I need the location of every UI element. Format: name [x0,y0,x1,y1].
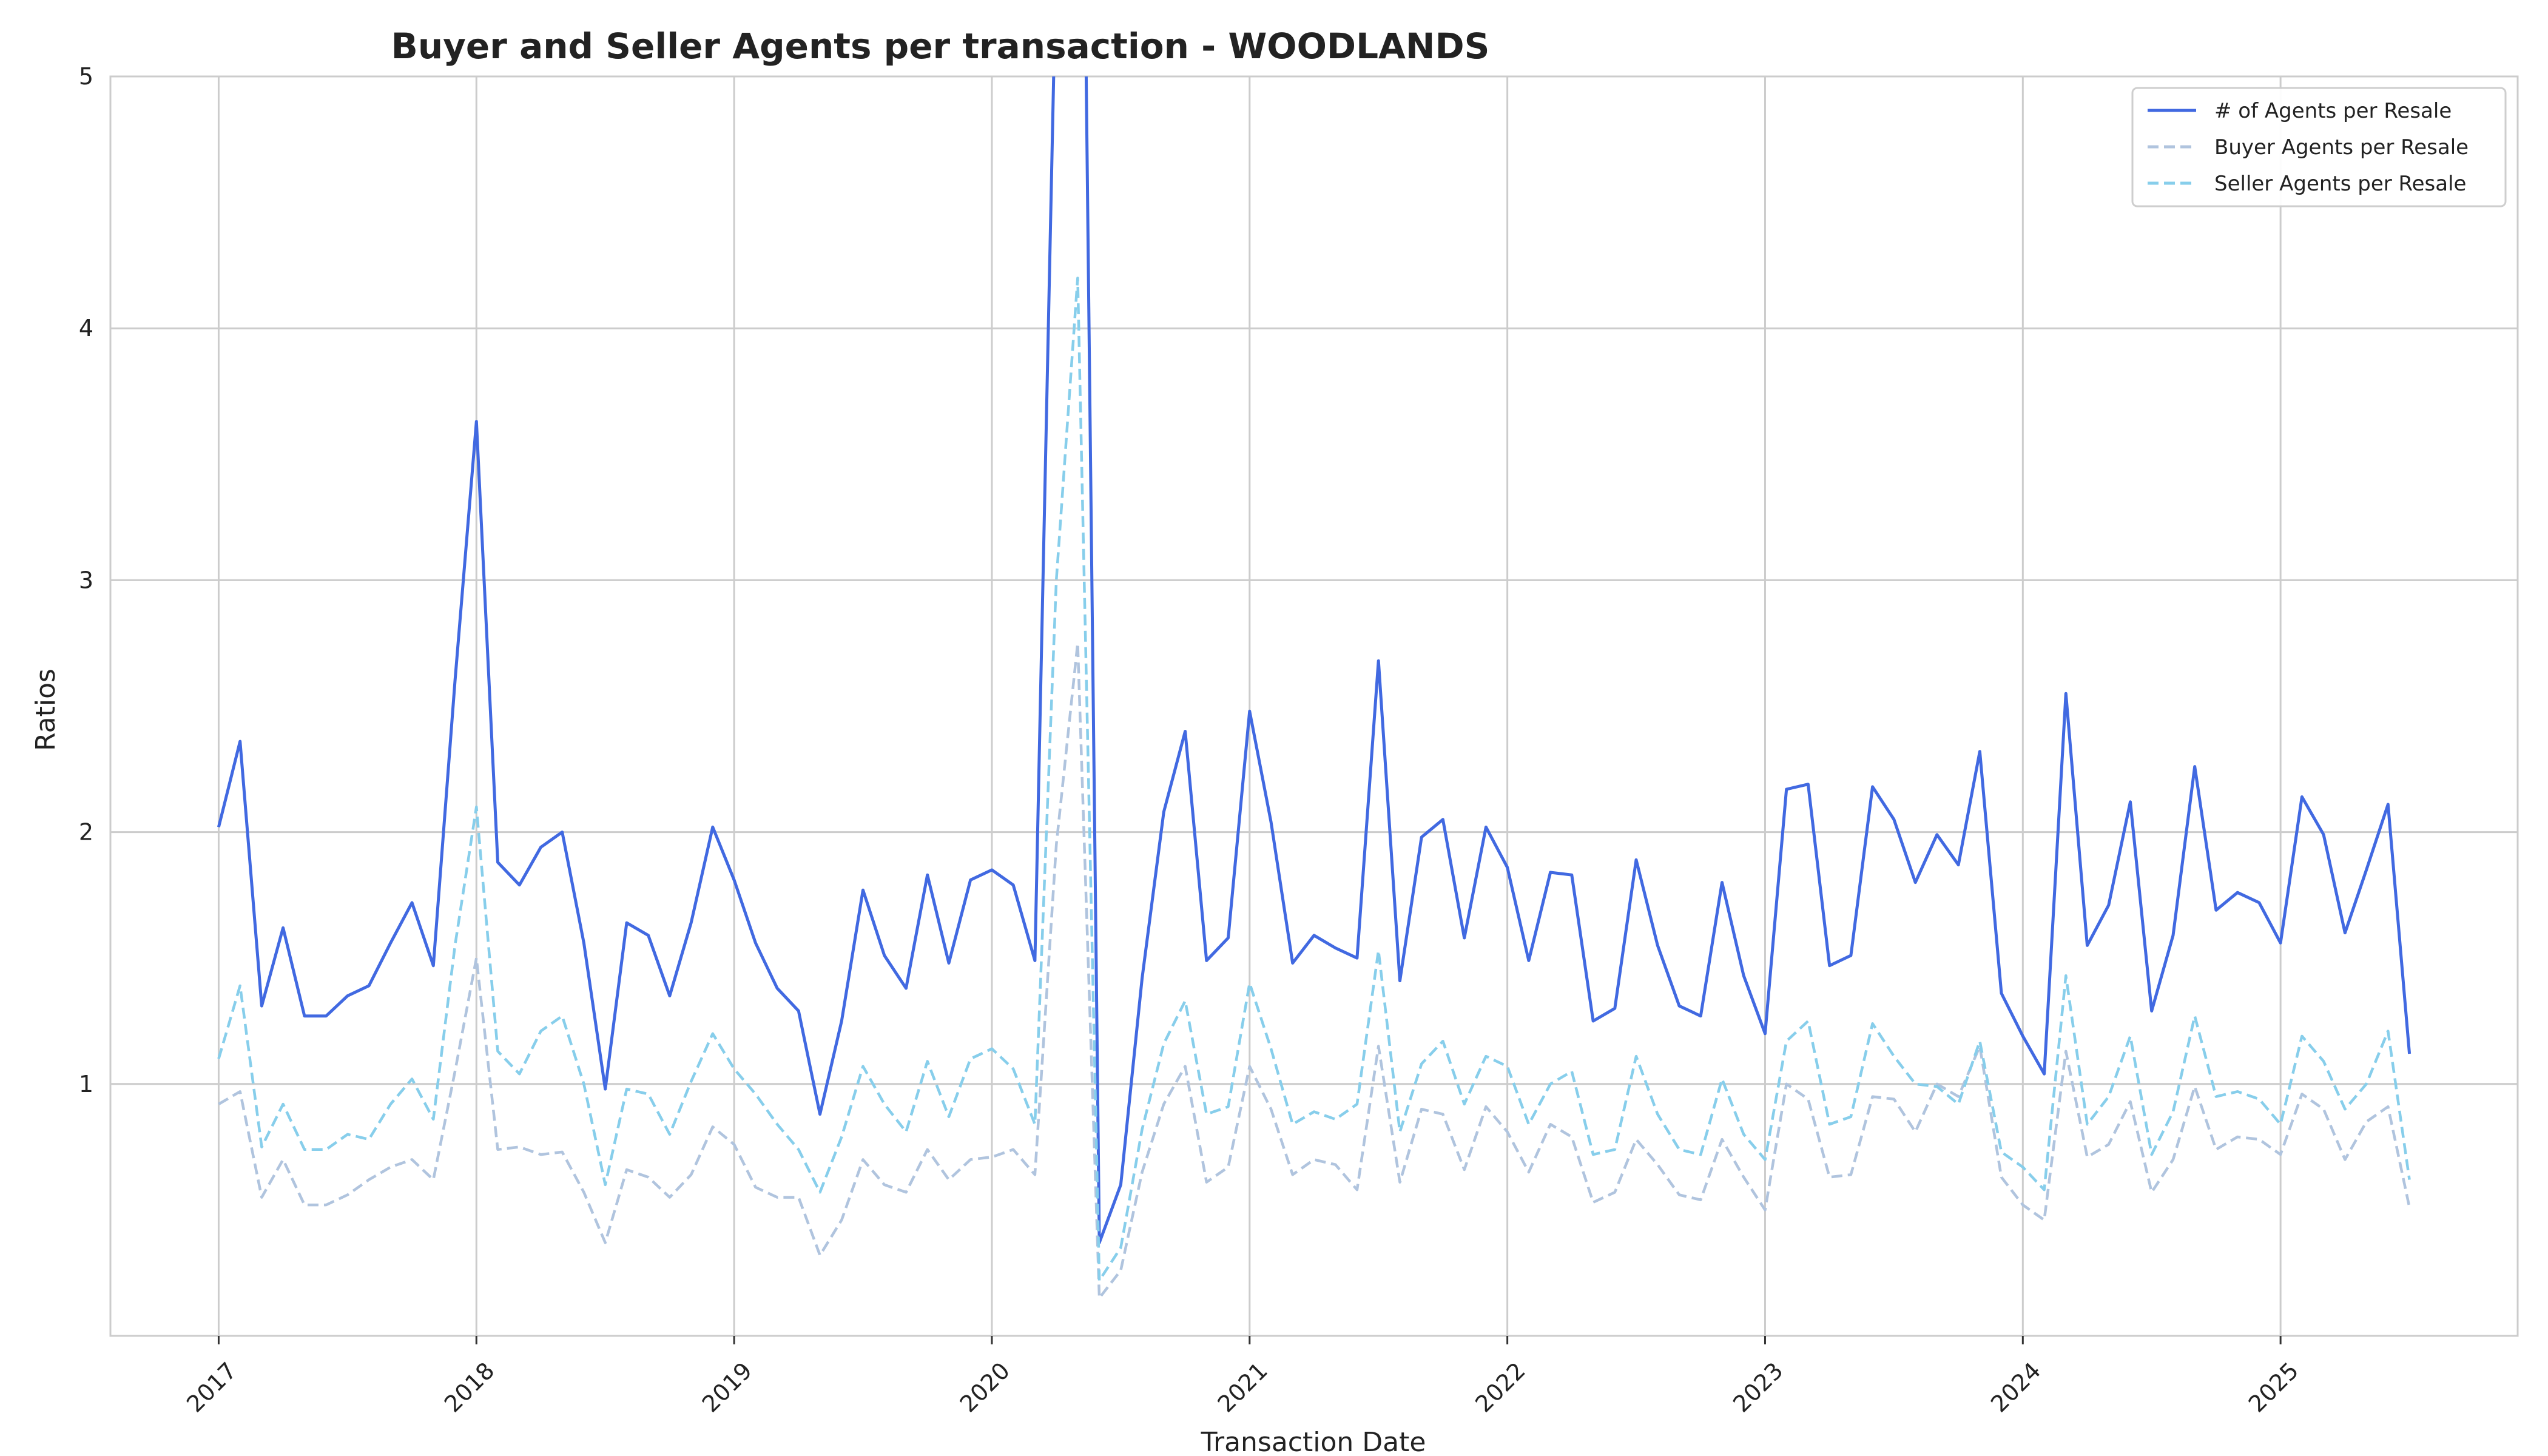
y-tick-label: 5 [79,63,93,90]
y-tick-label: 4 [79,315,93,342]
legend-box [2131,87,2507,207]
y-tick-label: 3 [79,567,93,593]
series-line-1 [217,76,2412,1244]
y-tick-label: 2 [79,819,93,846]
legend-label-1: # of Agents per Resale [2214,99,2452,123]
legend: # of Agents per Resale Buyer Agents per R… [2131,87,2507,207]
chart-title: Buyer and Seller Agents per transaction … [391,25,1490,67]
series-line-2 [218,641,2411,1299]
x-axis-label: Transaction Date [1201,1427,1426,1456]
legend-label-3: Seller Agents per Resale [2214,172,2466,196]
series-group [217,76,2412,1299]
plot-frame [109,75,2519,1337]
y-axis-label: Ratios [30,669,61,751]
y-tick-label: 1 [79,1071,93,1097]
legend-label-2: Buyer Agents per Resale [2214,135,2469,160]
series-line-3 [217,276,2411,1282]
